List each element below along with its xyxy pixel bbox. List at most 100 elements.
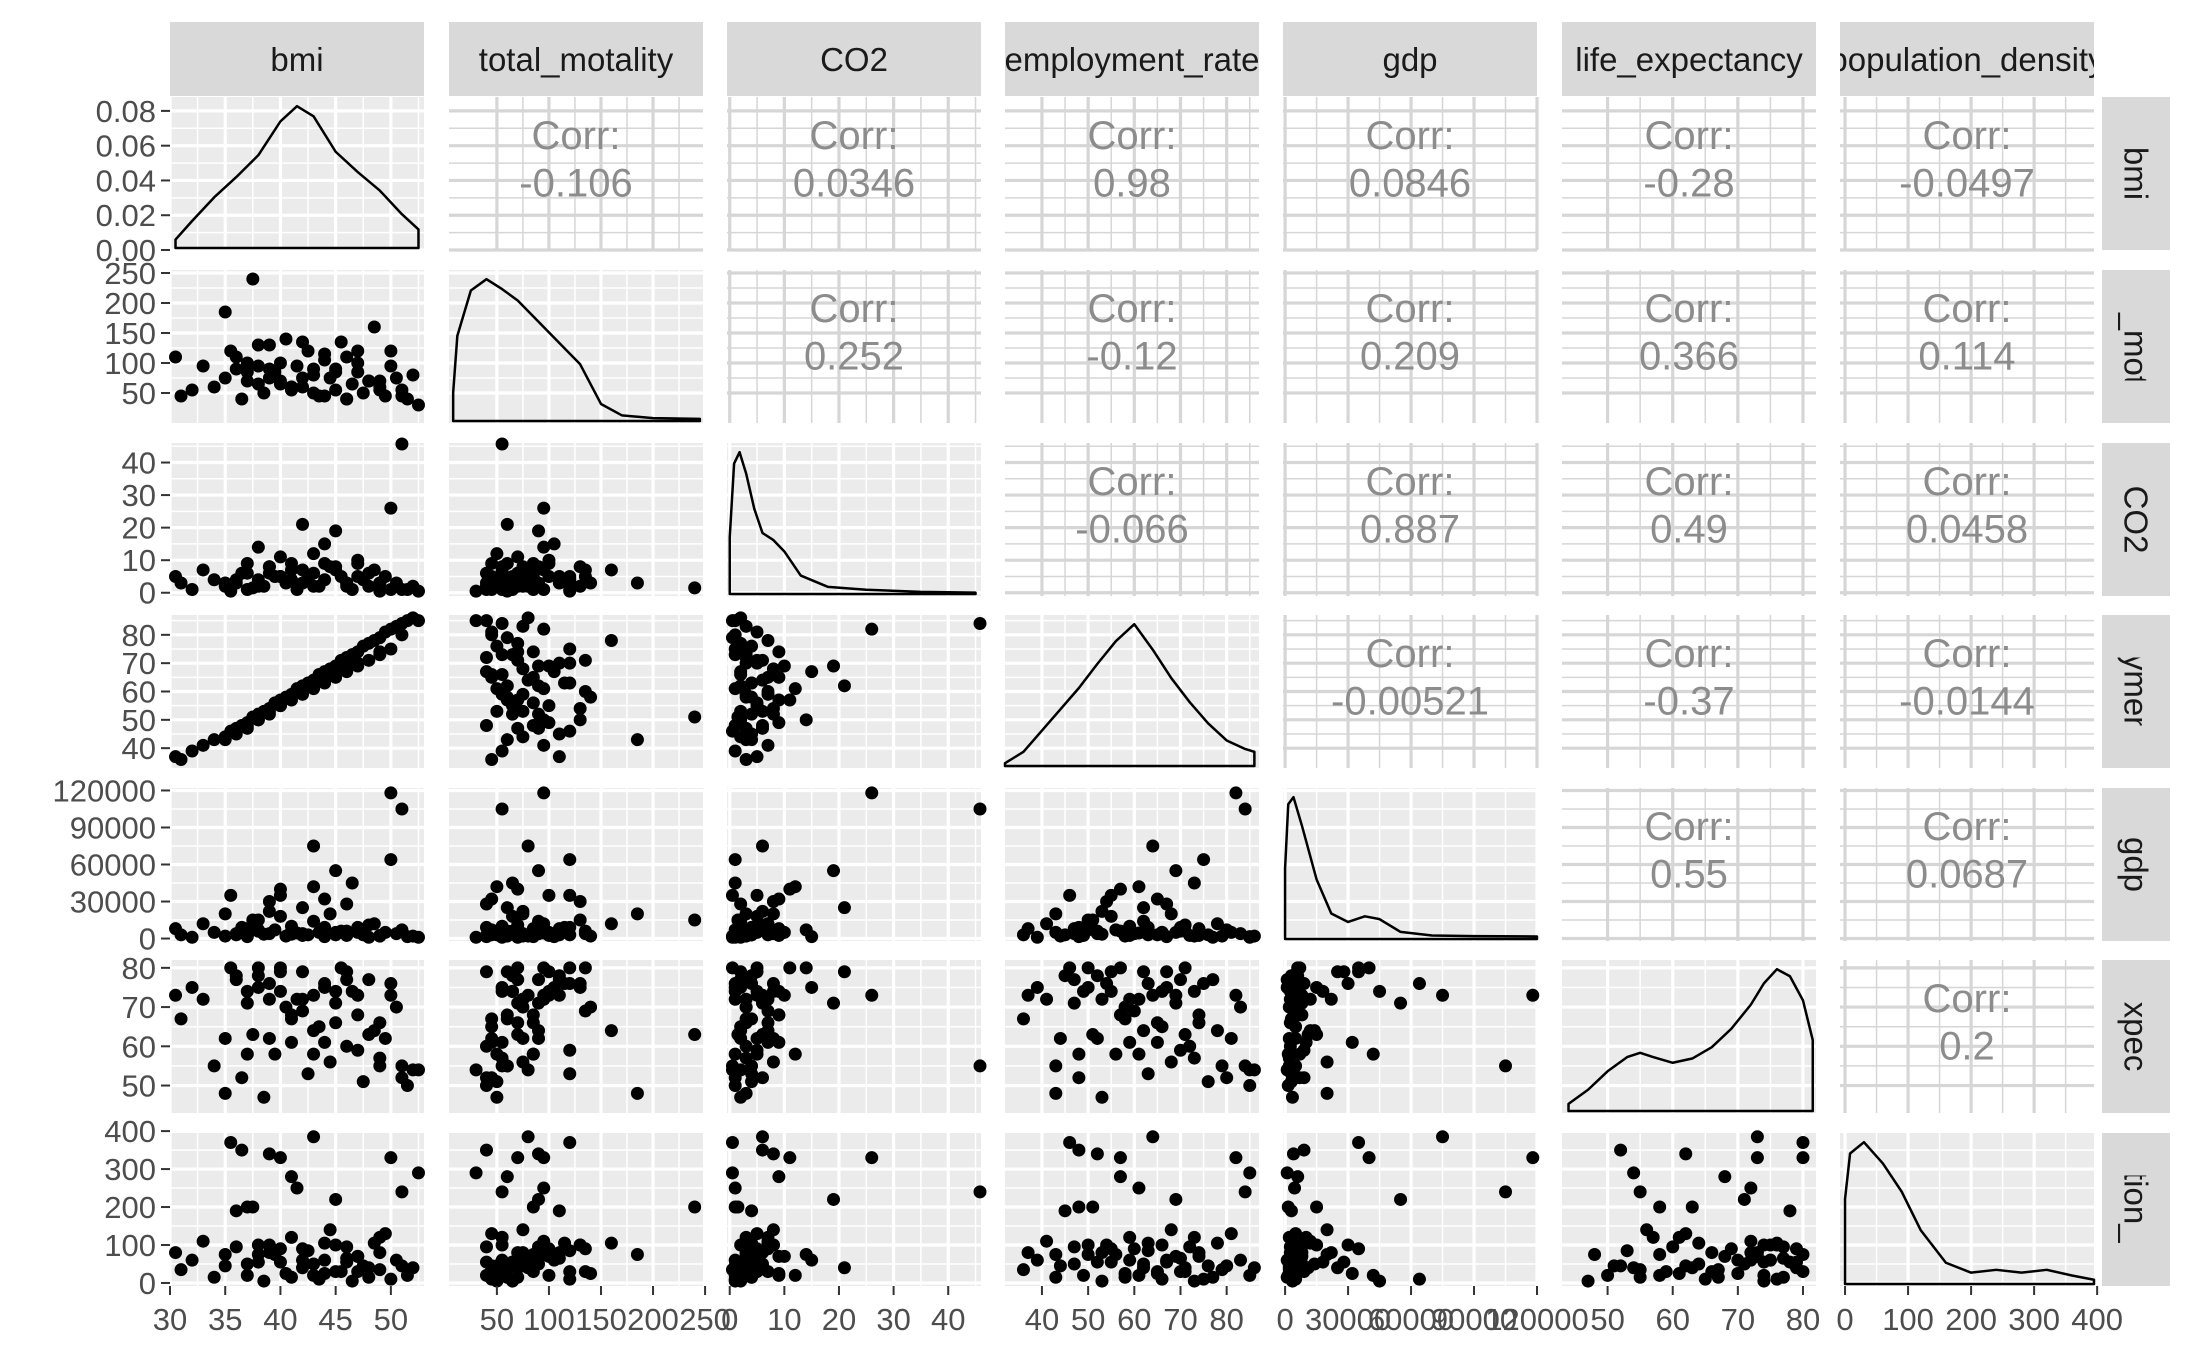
scatter-point bbox=[1072, 1143, 1086, 1157]
scatter-point bbox=[630, 1086, 644, 1100]
x-tick-label: 70 bbox=[1163, 1302, 1197, 1337]
scatter-point bbox=[207, 733, 221, 747]
scatter-point bbox=[185, 744, 199, 758]
scatter-point bbox=[1058, 969, 1072, 983]
scatter-point bbox=[799, 961, 813, 975]
x-tick-label: 40 bbox=[1025, 1302, 1059, 1337]
scatter-point bbox=[1104, 1255, 1118, 1269]
scatter-point bbox=[323, 1055, 337, 1069]
scatter-point bbox=[485, 1020, 499, 1034]
scatter-point bbox=[406, 1261, 420, 1275]
y-axis-bmi: 0.000.020.040.060.08 bbox=[96, 94, 170, 268]
scatter-point bbox=[630, 1247, 644, 1261]
panel-background bbox=[1005, 97, 1259, 250]
scatter-point bbox=[756, 1143, 770, 1157]
scatter-point bbox=[837, 1261, 851, 1275]
scatter-point bbox=[739, 973, 753, 987]
scatter-point bbox=[1373, 984, 1387, 998]
scatter-point bbox=[318, 1236, 332, 1250]
scatter-point bbox=[1155, 1238, 1169, 1252]
scatter-point bbox=[490, 880, 504, 894]
scatter-point bbox=[251, 923, 265, 937]
corr-label: Corr: bbox=[1088, 287, 1177, 331]
scatter-point bbox=[340, 897, 354, 911]
strip-top-bmi: bmi bbox=[170, 22, 424, 96]
scatter-point bbox=[296, 335, 310, 349]
scatter-point bbox=[1090, 969, 1104, 983]
panel-total_motality-population_density: Corr:0.114 bbox=[1840, 270, 2094, 423]
scatter-point bbox=[1169, 864, 1183, 878]
scatter-point bbox=[251, 980, 265, 994]
scatter-point bbox=[1744, 1234, 1758, 1248]
scatter-point bbox=[1164, 1055, 1178, 1069]
scatter-point bbox=[240, 1268, 254, 1282]
scatter-point bbox=[578, 1004, 592, 1018]
scatter-point bbox=[1109, 1047, 1123, 1061]
scatter-point bbox=[240, 365, 254, 379]
strip-right-label: population_density bbox=[2118, 1072, 2155, 1348]
scatter-point bbox=[1030, 980, 1044, 994]
scatter-point bbox=[1113, 1151, 1127, 1165]
scatter-point bbox=[218, 371, 232, 385]
corr-value: 0.0458 bbox=[1906, 507, 2028, 551]
x-tick-label: 90000 bbox=[1431, 1302, 1517, 1337]
scatter-point bbox=[218, 733, 232, 747]
scatter-point bbox=[728, 923, 742, 937]
scatter-point bbox=[506, 984, 519, 998]
y-tick-label: 0 bbox=[139, 1266, 156, 1301]
scatter-point bbox=[340, 1039, 354, 1053]
x-tick-label: 0 bbox=[721, 1302, 738, 1337]
scatter-point bbox=[728, 1181, 742, 1195]
corr-value: -0.066 bbox=[1075, 507, 1188, 551]
scatter-point bbox=[516, 992, 530, 1006]
scatter-point bbox=[1141, 1236, 1155, 1250]
scatter-point bbox=[307, 839, 321, 853]
scatter-point bbox=[578, 961, 592, 975]
scatter-point bbox=[563, 656, 577, 670]
scatter-point bbox=[1737, 1192, 1751, 1206]
scatter-point bbox=[563, 1135, 577, 1149]
y-tick-label: 400 bbox=[104, 1114, 156, 1149]
scatter-point bbox=[240, 984, 254, 998]
scatter-point bbox=[1646, 1230, 1660, 1244]
scatter-point bbox=[1164, 907, 1178, 921]
scatter-point bbox=[307, 1047, 321, 1061]
strip-top-label: gdp bbox=[1382, 41, 1437, 78]
scatter-point bbox=[728, 876, 742, 890]
scatter-point bbox=[351, 1265, 365, 1279]
x-axis-life_expectancy: 50 60 70 80 bbox=[1590, 1286, 1820, 1337]
panel-background bbox=[449, 270, 703, 423]
scatter-point bbox=[362, 930, 376, 944]
y-tick-label: 20 bbox=[122, 511, 156, 546]
scatter-point bbox=[1362, 961, 1376, 975]
scatter-point bbox=[1132, 1047, 1146, 1061]
panel-gdp-life_expectancy: Corr:0.55 bbox=[1562, 788, 1816, 941]
scatter-point bbox=[761, 685, 775, 698]
scatter-point bbox=[345, 876, 359, 890]
scatter-point bbox=[526, 563, 540, 577]
scatter-point bbox=[229, 350, 243, 364]
scatter-point bbox=[296, 1004, 310, 1018]
scatter-point bbox=[688, 1028, 702, 1042]
scatter-point bbox=[1283, 1016, 1297, 1030]
scatter-point bbox=[500, 1170, 514, 1184]
scatter-point bbox=[1283, 1246, 1297, 1260]
strip-top-label: population_density bbox=[1829, 41, 2105, 78]
scatter-point bbox=[1627, 1261, 1641, 1275]
scatter-point bbox=[351, 1249, 365, 1263]
strip-top-population_density: population_density bbox=[1829, 22, 2105, 96]
scatter-point bbox=[506, 1255, 519, 1269]
scatter-point bbox=[788, 1047, 802, 1061]
scatter-point bbox=[262, 338, 276, 352]
scatter-point bbox=[1280, 1166, 1294, 1180]
scatter-point bbox=[1770, 1272, 1784, 1286]
scatter-point bbox=[1220, 1259, 1234, 1273]
corr-label: Corr: bbox=[532, 114, 621, 158]
scatter-point bbox=[1127, 1004, 1141, 1018]
scatter-point bbox=[235, 392, 249, 406]
y-tick-label: 200 bbox=[104, 1190, 156, 1225]
scatter-point bbox=[1030, 930, 1044, 944]
scatter-point bbox=[511, 928, 525, 942]
scatter-point bbox=[273, 965, 287, 979]
